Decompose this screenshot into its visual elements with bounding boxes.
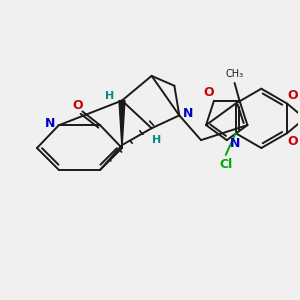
Text: O: O (288, 89, 298, 102)
Text: N: N (230, 136, 240, 150)
Polygon shape (119, 100, 125, 148)
Text: O: O (204, 86, 214, 99)
Text: Cl: Cl (219, 158, 232, 171)
Text: H: H (106, 91, 115, 100)
Text: CH₃: CH₃ (226, 69, 244, 79)
Text: O: O (288, 135, 298, 148)
Text: O: O (72, 99, 83, 112)
Text: H: H (152, 135, 161, 145)
Text: N: N (45, 117, 55, 130)
Text: N: N (183, 107, 194, 120)
